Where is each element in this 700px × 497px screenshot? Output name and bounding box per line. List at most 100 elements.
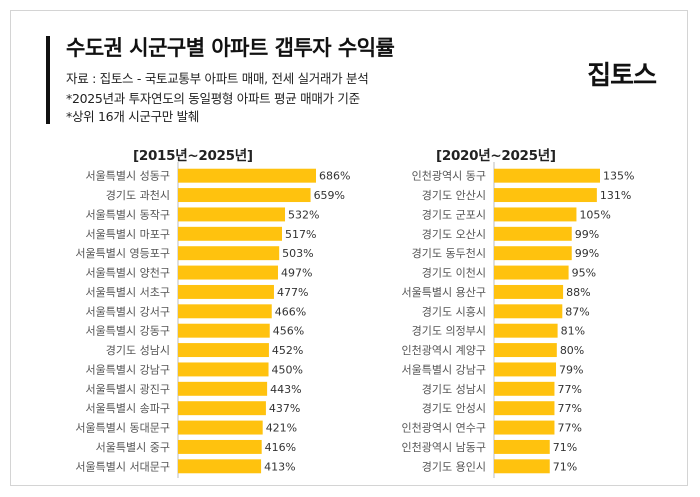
bar: [494, 304, 563, 319]
value-label: 77%: [557, 383, 581, 396]
bar: [178, 207, 286, 222]
value-label: 437%: [269, 402, 300, 415]
category-label: 서울특별시 영등포구: [75, 247, 170, 260]
category-label: 경기도 오산시: [422, 228, 486, 241]
source-note: 자료 : 집토스 - 국토교통부 아파트 매매, 전세 실거래가 분석: [66, 71, 369, 86]
bar: [494, 439, 550, 454]
bar: [178, 362, 269, 377]
category-label: 경기도 시흥시: [422, 304, 486, 318]
right-chart-title: [2020년~2025년]: [436, 148, 556, 164]
value-label: 443%: [270, 383, 301, 396]
category-label: 경기도 군포시: [422, 208, 486, 221]
bar: [494, 168, 600, 183]
left-chart-title: [2015년~2025년]: [133, 148, 253, 164]
category-label: 서울특별시 강동구: [86, 325, 170, 338]
bar: [494, 188, 597, 203]
value-label: 452%: [272, 344, 303, 357]
scope-note: *상위 16개 시군구만 발췌: [66, 109, 200, 124]
category-label: 경기도 과천시: [106, 188, 170, 202]
value-label: 135%: [603, 170, 634, 183]
category-label: 서울특별시 중구: [96, 441, 170, 454]
value-label: 105%: [579, 208, 610, 221]
bar: [494, 420, 555, 435]
value-label: 466%: [275, 305, 306, 318]
category-label: 서울특별시 동작구: [86, 208, 170, 221]
category-label: 서울특별시 서대문구: [75, 460, 170, 473]
category-label: 경기도 성남시: [106, 344, 170, 357]
value-label: 131%: [600, 189, 631, 202]
value-label: 517%: [285, 228, 316, 241]
category-label: 경기도 이천시: [422, 266, 486, 280]
category-label: 경기도 의정부시: [412, 325, 486, 338]
category-label: 서울특별시 양천구: [86, 266, 170, 280]
value-label: 71%: [553, 460, 577, 473]
category-label: 경기도 안산시: [422, 189, 486, 202]
category-label: 인천광역시 남동구: [402, 440, 486, 454]
value-label: 416%: [265, 441, 296, 454]
bar: [494, 362, 557, 377]
value-label: 99%: [575, 228, 599, 241]
value-label: 659%: [314, 189, 345, 202]
value-label: 421%: [266, 422, 297, 435]
bar: [178, 459, 262, 474]
bar: [494, 323, 558, 338]
category-label: 인천광역시 연수구: [402, 421, 486, 435]
bar: [494, 284, 564, 299]
value-label: 80%: [560, 344, 584, 357]
value-label: 95%: [572, 267, 596, 280]
category-label: 서울특별시 광진구: [86, 383, 170, 396]
bar: [178, 439, 262, 454]
bar: [178, 246, 280, 261]
bar: [178, 226, 283, 241]
value-label: 532%: [288, 208, 319, 221]
method-note: *2025년과 투자연도의 동일평형 아파트 평균 매매가 기준: [66, 91, 360, 106]
category-label: 서울특별시 강서구: [86, 305, 170, 318]
category-label: 경기도 동두천시: [412, 246, 486, 260]
bar: [178, 168, 316, 183]
value-label: 77%: [557, 402, 581, 415]
category-label: 경기도 성남시: [422, 383, 486, 396]
value-label: 456%: [273, 325, 304, 338]
category-label: 서울특별시 용산구: [402, 286, 486, 299]
category-label: 서울특별시 성동구: [86, 170, 170, 183]
value-label: 79%: [559, 363, 583, 376]
value-label: 71%: [553, 441, 577, 454]
category-label: 서울특별시 송파구: [86, 402, 170, 415]
category-label: 경기도 용인시: [422, 460, 486, 473]
title-accent-bar: [46, 36, 50, 124]
bar: [178, 381, 268, 396]
ziptoss-logo: 집토스: [587, 61, 657, 91]
value-label: 77%: [557, 422, 581, 435]
category-label: 경기도 안성시: [422, 402, 486, 415]
value-label: 503%: [282, 247, 313, 260]
bar: [178, 401, 266, 416]
category-label: 인천광역시 동구: [412, 169, 486, 183]
value-label: 87%: [565, 305, 589, 318]
value-label: 477%: [277, 286, 308, 299]
value-label: 413%: [264, 460, 295, 473]
bar: [178, 188, 311, 203]
bar: [494, 343, 557, 358]
bar: [178, 323, 270, 338]
value-label: 686%: [319, 170, 350, 183]
category-label: 서울특별시 마포구: [86, 228, 170, 241]
bar: [494, 207, 577, 222]
category-label: 인천광역시 계양구: [402, 343, 486, 357]
value-label: 99%: [575, 247, 599, 260]
value-label: 497%: [281, 267, 312, 280]
category-label: 서울특별시 서초구: [86, 286, 170, 299]
category-label: 서울특별시 강남구: [402, 363, 486, 376]
bar: [494, 459, 550, 474]
bar: [178, 343, 269, 358]
bar: [178, 420, 263, 435]
category-label: 서울특별시 동대문구: [75, 422, 170, 435]
bar: [494, 381, 555, 396]
bar: [178, 284, 274, 299]
value-label: 81%: [561, 325, 585, 338]
bar: [178, 265, 278, 280]
value-label: 88%: [566, 286, 590, 299]
bar: [494, 265, 569, 280]
category-label: 서울특별시 강남구: [86, 363, 170, 376]
